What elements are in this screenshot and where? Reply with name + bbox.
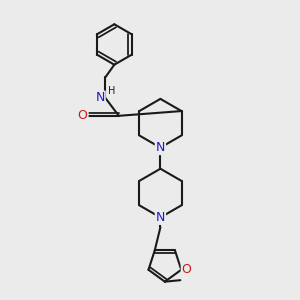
- Text: H: H: [108, 86, 116, 96]
- Text: O: O: [182, 263, 191, 276]
- Text: N: N: [156, 211, 165, 224]
- Text: N: N: [156, 141, 165, 154]
- Text: O: O: [78, 109, 88, 122]
- Text: N: N: [95, 92, 105, 104]
